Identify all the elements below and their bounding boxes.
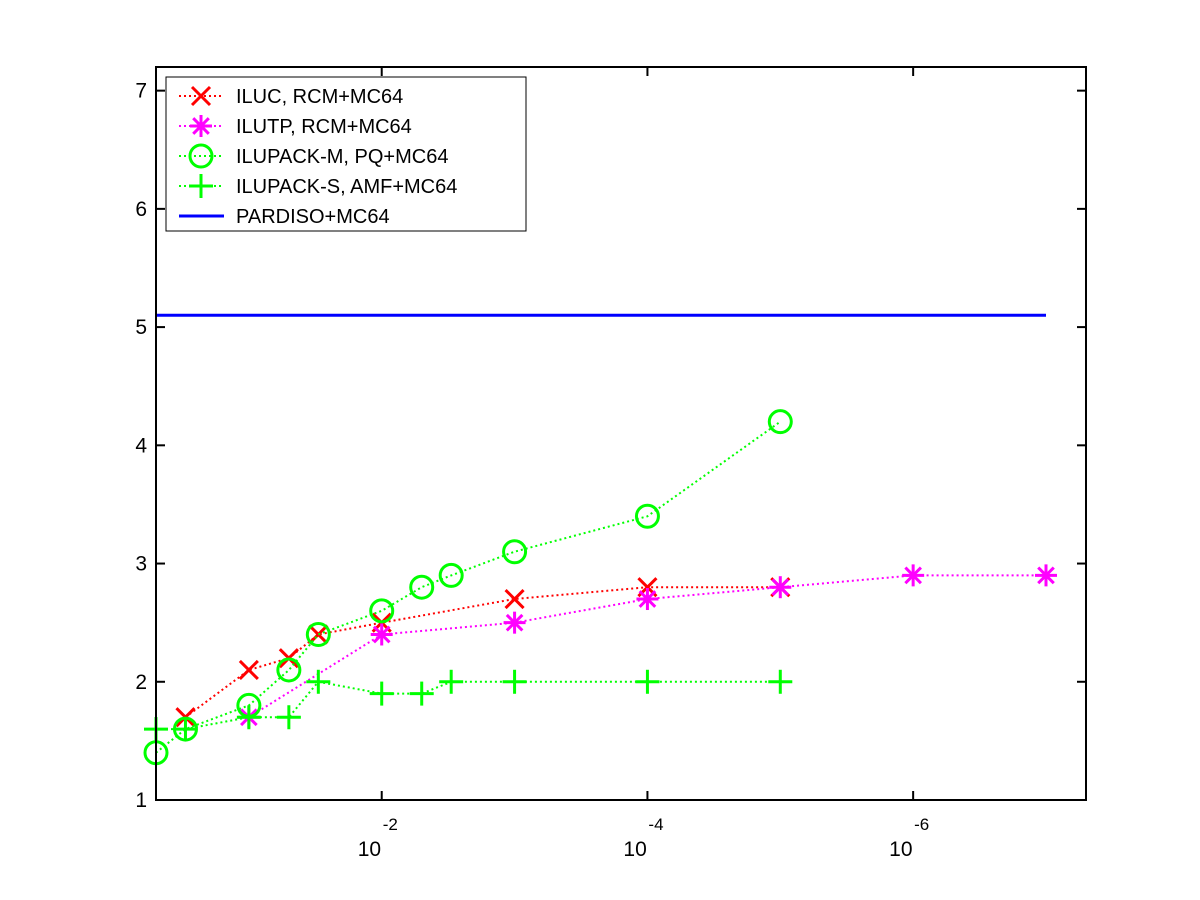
data-point-ilupack-m-pq-mc64	[502, 539, 528, 565]
series-ilutp-rcm-mc64	[237, 564, 1058, 729]
data-point-ilupack-s-amf-mc64	[276, 705, 301, 730]
legend-box	[165, 76, 527, 232]
data-point-ilupack-m-pq-mc64	[767, 409, 793, 435]
data-point-ilupack-s-amf-mc64	[635, 669, 660, 694]
data-layer	[143, 313, 1058, 766]
data-point-ilupack-m-pq-mc64	[305, 621, 331, 647]
data-point-ilupack-m-pq-mc64	[369, 598, 395, 624]
data-point-ilupack-s-amf-mc64	[439, 669, 464, 694]
legend-marker	[190, 85, 212, 107]
legend-entry-iluc-rcm-mc64: ILUC, RCM+MC64	[179, 85, 403, 108]
data-point-ilupack-m-pq-mc64	[438, 562, 464, 588]
x-tick-label-exponent: -6	[914, 815, 929, 834]
data-point-ilupack-s-amf-mc64	[502, 669, 527, 694]
legend-label: PARDISO+MC64	[236, 206, 390, 228]
data-point-ilutp-rcm-mc64	[370, 623, 393, 646]
legend-label: ILUTP, RCM+MC64	[236, 116, 412, 138]
y-tick-label: 5	[135, 316, 147, 339]
data-point-ilutp-rcm-mc64	[636, 588, 659, 611]
y-tick-label: 2	[135, 671, 147, 694]
plot-frame	[155, 66, 1087, 801]
data-point-ilupack-s-amf-mc64	[236, 705, 261, 730]
series-iluc-rcm-mc64	[175, 577, 791, 728]
legend-marker	[189, 174, 213, 198]
data-point-iluc-rcm-mc64	[504, 588, 525, 610]
data-point-ilutp-rcm-mc64	[769, 576, 792, 599]
legend-entry-ilupack-s-amf-mc64: ILUPACK-S, AMF+MC64	[179, 174, 457, 198]
x-tick-label-base: 10	[889, 838, 912, 861]
data-point-iluc-rcm-mc64	[238, 659, 259, 681]
x-tick-label-exponent: -4	[648, 815, 663, 834]
data-point-ilupack-m-pq-mc64	[409, 574, 435, 600]
legend: ILUC, RCM+MC64 ILUTP, RCM+MC64 ILUPACK-M, …	[165, 76, 527, 232]
legend-label: ILUC, RCM+MC64	[236, 86, 403, 108]
data-point-ilutp-rcm-mc64	[902, 564, 925, 587]
data-point-ilupack-m-pq-mc64	[634, 503, 660, 529]
data-point-ilutp-rcm-mc64	[1035, 564, 1058, 587]
data-point-ilutp-rcm-mc64	[503, 611, 526, 634]
series-line-iluc-rcm-mc64	[184, 586, 781, 719]
y-tick-label: 4	[135, 434, 147, 457]
data-point-ilupack-s-amf-mc64	[173, 717, 198, 742]
data-point-ilupack-m-pq-mc64	[276, 657, 302, 683]
data-point-ilupack-s-amf-mc64	[369, 681, 394, 706]
data-point-ilupack-s-amf-mc64	[768, 669, 793, 694]
legend-entry-ilupack-m-pq-mc64: ILUPACK-M, PQ+MC64	[179, 143, 448, 169]
legend-marker	[190, 115, 212, 137]
x-tick-label-exponent: -2	[383, 815, 398, 834]
x-tick-label-base: 10	[623, 838, 646, 861]
y-tick-label: 6	[135, 198, 147, 221]
y-tick-label: 1	[135, 789, 147, 812]
data-point-ilupack-s-amf-mc64	[409, 681, 434, 706]
legend-entry-ilutp-rcm-mc64: ILUTP, RCM+MC64	[179, 115, 412, 138]
data-point-ilupack-s-amf-mc64	[306, 669, 331, 694]
y-tick-label: 3	[135, 553, 147, 576]
legend-label: ILUPACK-M, PQ+MC64	[236, 146, 448, 168]
y-tick-label: 7	[135, 80, 147, 103]
legend-marker	[188, 143, 214, 169]
legend-label: ILUPACK-S, AMF+MC64	[236, 176, 457, 198]
x-tick-label-base: 10	[358, 838, 381, 861]
legend-entry-pardiso-mc64: PARDISO+MC64	[179, 206, 390, 228]
series-ilupack-s-amf-mc64	[144, 669, 793, 742]
